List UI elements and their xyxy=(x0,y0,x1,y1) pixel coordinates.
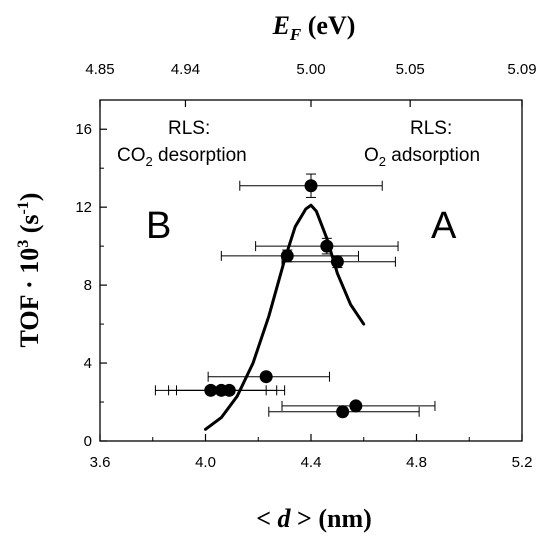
data-point xyxy=(349,399,363,413)
data-point xyxy=(280,249,294,263)
y-tick-label: 16 xyxy=(75,121,92,138)
top-tick-label: 4.85 xyxy=(85,61,114,78)
data-point xyxy=(222,383,236,397)
rls-left-label: CO2 desorption xyxy=(117,145,247,169)
top-axis-title: EF (eV) xyxy=(272,11,356,44)
data-point xyxy=(330,255,344,269)
y-tick-label: 8 xyxy=(84,277,92,294)
data-point xyxy=(320,239,334,253)
y-tick-label: 12 xyxy=(75,199,92,216)
y-tick-label: 4 xyxy=(84,355,92,372)
plot-layer: 3.6 4.0 4.4 4.8 5.2 4.85 4.94 5.00 5.05 5.09 0 4 8 12… xyxy=(75,61,536,471)
top-tick-label: 5.09 xyxy=(507,61,536,78)
rls-right-title: RLS: xyxy=(410,118,452,139)
top-tick-label: 5.05 xyxy=(396,61,425,78)
y-axis-title: TOF · 103 (s-1) xyxy=(15,193,44,348)
top-tick-label: 4.94 xyxy=(171,61,200,78)
x-tick-label: 4.0 xyxy=(195,454,216,471)
x-tick-label: 4.8 xyxy=(406,454,427,471)
bottom-axis-title: < d > (nm) xyxy=(256,504,372,533)
data-point xyxy=(259,370,273,384)
x-tick-label: 4.4 xyxy=(301,454,322,471)
x-tick-label: 5.2 xyxy=(512,454,533,471)
rls-right-label: O2 adsorption xyxy=(364,145,480,169)
rls-left-title: RLS: xyxy=(168,118,210,139)
y-tick-label: 0 xyxy=(84,433,92,450)
data-point xyxy=(336,405,350,419)
top-tick-label: 5.00 xyxy=(296,61,325,78)
data-point xyxy=(304,179,318,193)
x-tick-label: 3.6 xyxy=(90,454,111,471)
region-label-a: A xyxy=(431,205,457,247)
region-label-b: B xyxy=(146,205,171,247)
